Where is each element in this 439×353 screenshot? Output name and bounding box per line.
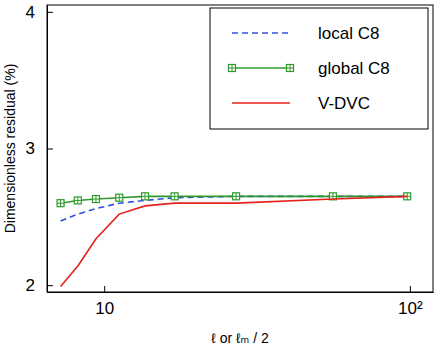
marker-cross — [74, 197, 81, 204]
x-tick-mark — [410, 286, 411, 292]
y-tick: 3 — [26, 139, 53, 158]
legend-box — [210, 8, 428, 129]
series-line — [61, 196, 408, 286]
y-tick: 4 — [26, 3, 53, 22]
marker-box — [142, 193, 149, 200]
marker-cross — [233, 193, 240, 200]
legend-marker-cross — [287, 65, 294, 72]
marker-cross — [116, 194, 123, 201]
legend-swatch — [232, 32, 290, 34]
marker-cross — [142, 193, 149, 200]
data-layer — [57, 193, 411, 287]
marker-box — [233, 193, 240, 200]
y-tick-mark — [47, 12, 53, 13]
x-tick-mark — [104, 286, 105, 292]
marker — [142, 193, 149, 200]
marker — [57, 200, 64, 207]
x-tick: 10 — [95, 286, 114, 318]
legend: local C8 global C8 V-DVC — [210, 8, 428, 129]
legend-entry: V-DVC — [232, 94, 370, 113]
legend-label: V-DVC — [318, 94, 370, 113]
legend-marker-cross — [229, 65, 236, 72]
y-tick-label: 2 — [26, 276, 35, 295]
legend-label: global C8 — [318, 59, 390, 78]
marker-box — [92, 196, 99, 203]
marker-cross — [92, 196, 99, 203]
y-tick: 2 — [26, 276, 53, 295]
y-tick-mark — [47, 149, 53, 150]
chart: 10 10² 2 3 4 local C8 global C8 V-DVC ℓ or ℓₘ / … — [0, 0, 439, 353]
legend-swatch — [232, 67, 290, 69]
legend-entry: local C8 — [232, 24, 379, 43]
x-tick: 10² — [398, 286, 423, 318]
legend-entry: global C8 — [229, 59, 390, 78]
x-tick-label: 10² — [398, 299, 423, 318]
marker — [233, 193, 240, 200]
x-axis-line — [48, 292, 434, 293]
marker-box — [171, 193, 178, 200]
marker-box — [74, 197, 81, 204]
legend-marker — [287, 65, 294, 72]
marker — [171, 193, 178, 200]
plot-frame — [47, 5, 433, 292]
marker — [92, 196, 99, 203]
x-axis-title: ℓ or ℓₘ / 2 — [211, 330, 269, 346]
legend-label: local C8 — [318, 24, 379, 43]
marker — [116, 194, 123, 201]
x-tick-label: 10 — [95, 299, 114, 318]
y-axis: 2 3 4 — [26, 3, 53, 295]
y-tick-label: 3 — [26, 139, 35, 158]
y-axis-title: Dimensionless residual (%) — [2, 64, 18, 234]
y-tick-mark — [47, 285, 53, 286]
legend-swatch — [232, 102, 290, 104]
y-tick-label: 4 — [26, 3, 35, 22]
marker-cross — [171, 193, 178, 200]
marker-cross — [57, 200, 64, 207]
marker-box — [116, 194, 123, 201]
marker-box — [57, 200, 64, 207]
x-axis: 10 10² — [48, 286, 434, 318]
legend-marker — [229, 65, 236, 72]
marker — [74, 197, 81, 204]
plot: 10 10² 2 3 4 local C8 global C8 V-DVC — [26, 3, 434, 318]
